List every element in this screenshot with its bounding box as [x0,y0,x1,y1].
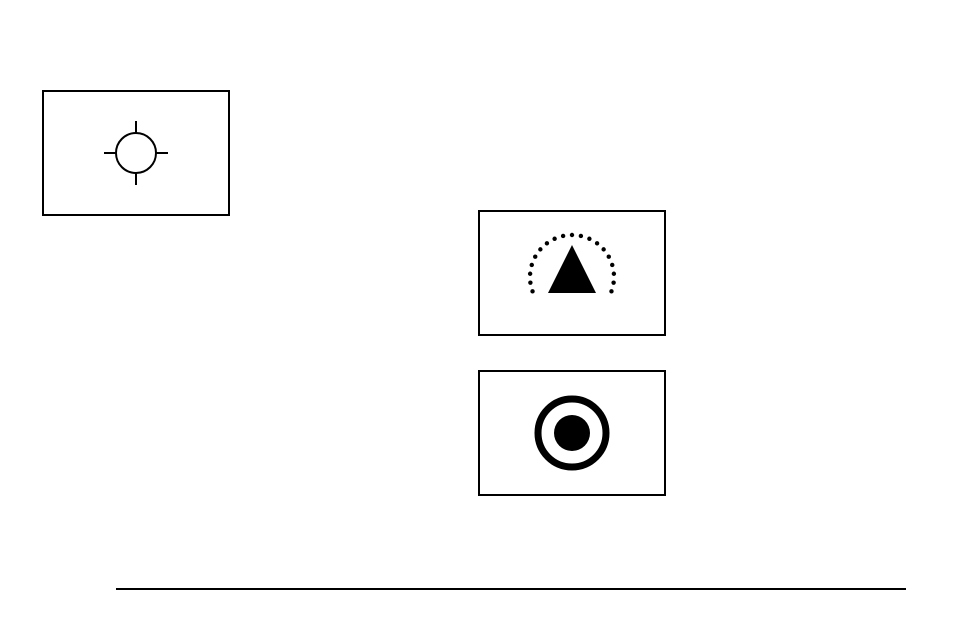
crosshair-icon [96,113,176,193]
icon-box-crosshair [42,90,230,216]
footer-divider [116,588,906,590]
navigation-arrow-icon [512,218,632,328]
icon-box-ring-dot [478,370,666,496]
arrow-triangle [548,245,596,293]
icon-box-arrow-dots [478,210,666,336]
target-ring-icon [527,388,617,478]
